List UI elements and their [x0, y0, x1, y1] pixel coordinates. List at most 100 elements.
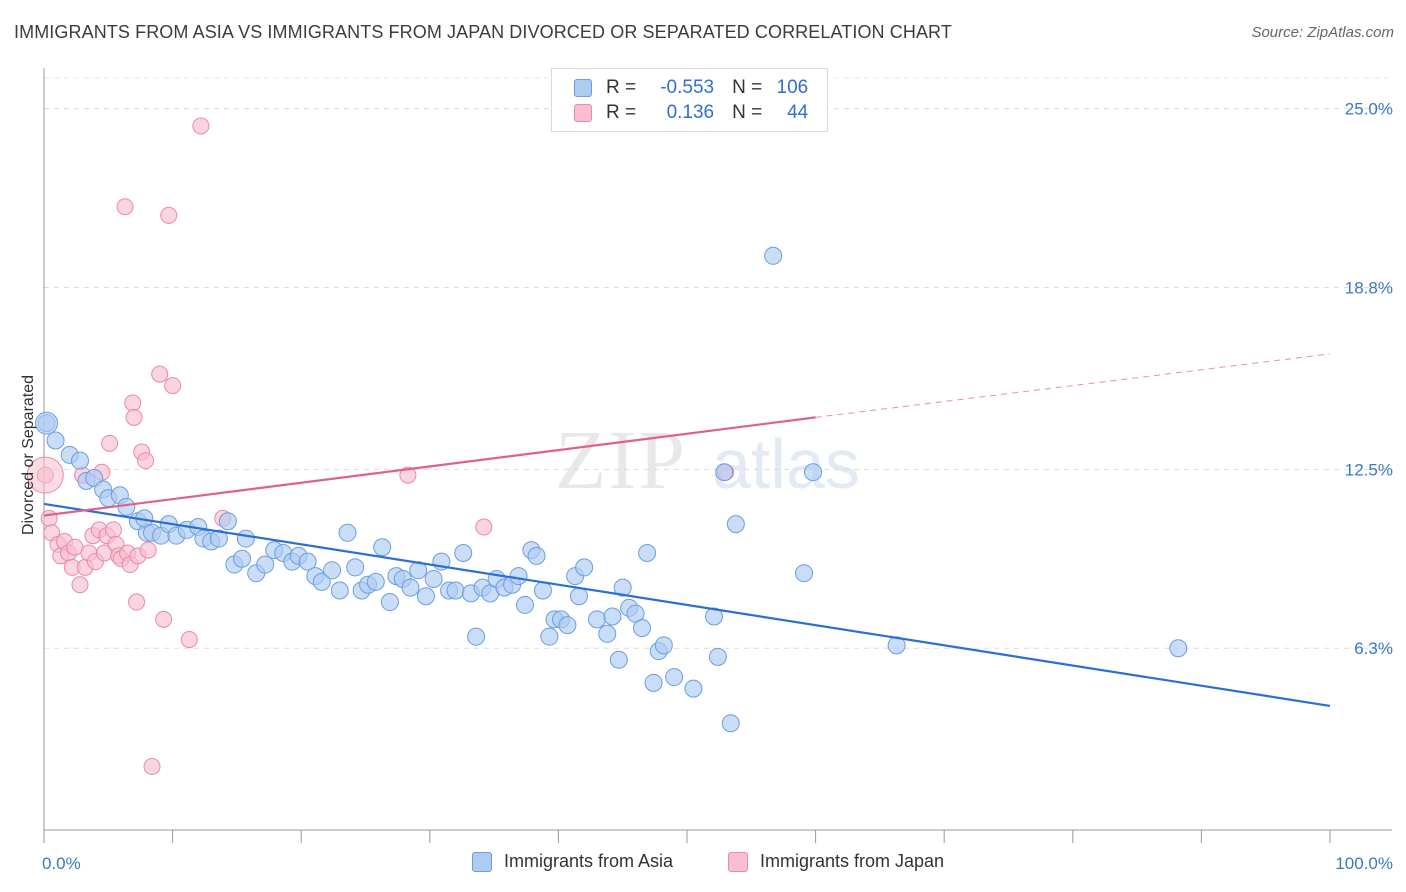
asia-point: [603, 607, 622, 626]
asia-point: [609, 650, 628, 669]
asia-point: [569, 587, 588, 606]
asia-point: [726, 515, 745, 534]
source-label: Source: ZipAtlas.com: [1251, 24, 1394, 41]
asia-point: [346, 558, 365, 577]
japan-point: [155, 610, 173, 628]
asia-point: [424, 569, 443, 588]
japan-point: [164, 377, 182, 395]
asia-point: [338, 523, 357, 542]
asia-point: [764, 246, 783, 265]
asia-point: [366, 572, 385, 591]
asia-point: [454, 543, 473, 562]
asia-point-large: [35, 411, 59, 435]
asia-point: [209, 529, 228, 548]
japan-point: [116, 198, 134, 216]
asia-point: [654, 636, 673, 655]
asia-point: [613, 578, 632, 597]
asia-point: [632, 619, 651, 638]
y-tick-label: 18.8%: [1345, 279, 1393, 298]
y-axis-label: Divorced or Separated: [20, 375, 37, 535]
asia-point: [46, 431, 65, 450]
japan-point: [160, 206, 178, 224]
legend-japan-r-value: 0.136: [666, 102, 715, 123]
y-tick-label: 25.0%: [1345, 100, 1393, 119]
asia-point: [665, 668, 684, 687]
asia-point: [575, 558, 594, 577]
japan-legend-label: Immigrants from Japan: [760, 851, 945, 871]
asia-point: [256, 555, 275, 574]
x-tick-label-max: 100.0%: [1335, 854, 1393, 873]
japan-point: [192, 117, 210, 135]
asia-point: [401, 578, 420, 597]
zipatlas-watermark: ZIP atlas: [555, 414, 860, 507]
asia-point: [527, 546, 546, 565]
asia-point: [509, 567, 528, 586]
japan-point: [128, 593, 146, 611]
asia-point: [540, 627, 559, 646]
japan-point: [151, 365, 169, 383]
legend-japan-n-label: N =: [732, 102, 763, 123]
asia-trend-line: [43, 502, 1331, 708]
y-tick-label: 12.5%: [1345, 460, 1393, 479]
asia-point: [467, 627, 486, 646]
chart-title: IMMIGRANTS FROM ASIA VS IMMIGRANTS FROM …: [14, 22, 952, 42]
asia-point: [804, 463, 823, 482]
svg-text:ZIP: ZIP: [555, 414, 687, 507]
asia-point: [233, 549, 252, 568]
bottom-legend-asia: Immigrants from Asia: [472, 851, 673, 872]
japan-point-large: [26, 456, 64, 494]
asia-point: [416, 587, 435, 606]
japan-point: [66, 538, 84, 556]
trend-lines: [43, 353, 1331, 708]
asia-point: [373, 538, 392, 557]
legend-row-asia: R = -0.553 N = 106: [574, 76, 808, 100]
japan-trend-line: [43, 416, 816, 517]
asia-point: [380, 593, 399, 612]
asia-point: [708, 647, 727, 666]
asia-point: [218, 512, 237, 531]
asia-point: [705, 607, 724, 626]
legend-asia-n-value: 106: [776, 77, 809, 98]
asia-point: [598, 624, 617, 643]
asia-swatch: [574, 79, 592, 97]
japan-point: [101, 434, 119, 452]
axes: [43, 68, 1392, 843]
japan-point: [124, 394, 142, 412]
asia-point: [533, 581, 552, 600]
japan-point: [137, 452, 155, 470]
asia-point: [715, 463, 734, 482]
asia-point: [323, 561, 342, 580]
asia-point: [236, 529, 255, 548]
asia-point: [558, 616, 577, 635]
asia-point: [298, 552, 317, 571]
x-tick-label-min: 0.0%: [42, 854, 81, 873]
asia-point: [312, 572, 331, 591]
asia-point: [644, 673, 663, 692]
japan-point: [399, 466, 417, 484]
asia-point: [638, 543, 657, 562]
japan-point: [475, 518, 493, 536]
japan-point: [125, 408, 143, 426]
japan-point: [40, 509, 58, 527]
japan-series: [26, 117, 735, 776]
japan-legend-swatch: [728, 851, 748, 872]
svg-text:atlas: atlas: [712, 425, 860, 503]
asia-point: [721, 714, 740, 733]
asia-point: [1169, 639, 1188, 658]
legend-asia-r-value: -0.553: [660, 77, 715, 98]
legend-asia-n-label: N =: [732, 77, 763, 98]
asia-point: [795, 564, 814, 583]
japan-point: [71, 576, 89, 594]
japan-trend-line-extension: [815, 353, 1331, 418]
asia-point: [587, 610, 606, 629]
japan-swatch: [574, 104, 592, 122]
asia-point: [446, 581, 465, 600]
asia-legend-swatch: [472, 851, 492, 872]
y-tick-label: 6.3%: [1354, 639, 1393, 658]
japan-point: [143, 758, 161, 776]
asia-point: [330, 581, 349, 600]
legend-japan-r-label: R =: [606, 102, 637, 123]
japan-point: [139, 541, 157, 559]
legend-asia-r-label: R =: [606, 77, 637, 98]
